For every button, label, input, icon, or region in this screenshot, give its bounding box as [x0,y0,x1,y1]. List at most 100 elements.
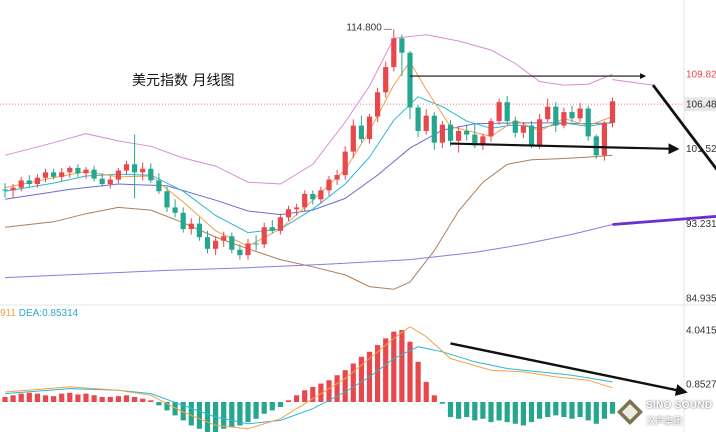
candle-body [180,212,186,230]
candle-body [464,130,470,135]
candle-body [342,151,348,176]
trend-arrow-purple [612,215,716,226]
candle-body [334,175,340,180]
candle-body [431,115,437,143]
macd-histogram-bar [132,396,138,402]
candle-body [569,112,575,119]
candle-body [326,179,332,191]
macd-histogram-bar [569,402,575,419]
candlestick-series: 114.800 [2,22,616,260]
candle-body [472,134,478,146]
macd-histogram-bar [334,375,340,402]
macd-tick-label: 4.04154 [686,326,716,337]
macd-histogram-bar [472,402,478,421]
candle-body [115,170,121,180]
candle-body [107,179,113,185]
candle-body [407,52,413,108]
macd-histogram-bar [140,398,146,402]
candle-body [172,207,178,213]
candle-body [553,106,559,126]
macd-histogram-bar [91,395,97,402]
candle-body [229,236,235,250]
macd-histogram-bar [18,393,24,402]
macd-histogram-bar [59,393,65,402]
macd-histogram-bar [528,402,535,423]
candle-body [75,167,81,174]
candle-body [196,223,202,238]
price-axis: 109.822 106.482 101.526 93.231 84.935 4.04154… [684,70,716,391]
macd-histogram-bar [115,396,121,402]
macd-histogram-bar [488,402,494,423]
macd-histogram-bar [342,370,348,402]
candle-body [51,172,57,177]
candle-body [294,207,300,210]
macd-histogram-bar [123,395,130,402]
trend-arrows [410,73,716,226]
macd-histogram-bar [285,400,292,402]
bollinger-bands [4,34,613,290]
candle-body [391,38,397,68]
macd-dif-label: 911 [0,308,16,319]
macd-histogram-bar [545,402,551,418]
macd-histogram-bar [42,395,49,402]
candle-body [10,187,16,191]
candle-body [34,177,40,185]
macd-histogram-bar [399,330,405,402]
macd-histogram-bar [229,402,235,428]
price-tick-label: 106.482 [686,100,716,111]
macd-histogram-bar [302,390,308,402]
candle-body [91,169,97,179]
macd-histogram-bar [601,402,607,419]
macd-histogram-bar [245,402,251,423]
macd-histogram-bar [164,402,170,411]
macd-histogram-bar [277,402,283,408]
candle-body [504,102,510,122]
candle-body [277,217,283,231]
trend-arrow [450,142,680,155]
macd-histogram-bar [447,402,454,418]
macd-histogram-bar [609,402,616,414]
macd-histogram-bar [431,395,437,402]
macd-histogram-bar [456,402,462,419]
macd-histogram-bar [439,402,445,404]
candle-body [261,227,267,245]
macd-histogram-bar [553,402,559,416]
candle-body [350,125,356,152]
candle-body [399,38,405,53]
macd-histogram-bar [561,402,567,418]
macd-histogram-bar [326,380,332,402]
candle-body [375,92,381,117]
candle-body [447,124,454,141]
candle-body [456,130,462,141]
macd-histogram-bar [26,392,32,402]
macd-histogram-bar [464,402,470,418]
macd-tick-label: 0.85272 [686,380,716,391]
candle-body [358,125,364,140]
price-tick-label: 109.822 [686,70,716,81]
candle-body [285,209,292,218]
candle-body [318,190,324,200]
candle-body [512,121,518,133]
price-tick-label: 101.526 [686,144,716,155]
macd-histogram-bar [75,394,81,402]
candle-body [237,249,243,256]
bollinger-upper-extension [612,79,654,86]
candle-body [601,122,607,156]
trend-arrow [651,84,716,171]
candle-body [302,193,308,208]
macd-trend-arrow [450,342,688,396]
macd-histogram-bar [148,400,154,402]
macd-histogram-bar [10,395,16,402]
macd-histogram-bar [269,402,275,411]
macd-histogram-bar [294,395,300,402]
candle-body [561,112,567,126]
macd-histogram-bar [496,402,502,421]
candle-body [383,67,389,93]
macd-histogram-bar [520,402,526,426]
macd-histogram-bar [221,402,227,429]
candle-body [496,102,502,122]
macd-histogram-bar [585,402,591,421]
macd-histogram-bar [67,392,73,402]
macd-histogram-bar [83,393,89,402]
